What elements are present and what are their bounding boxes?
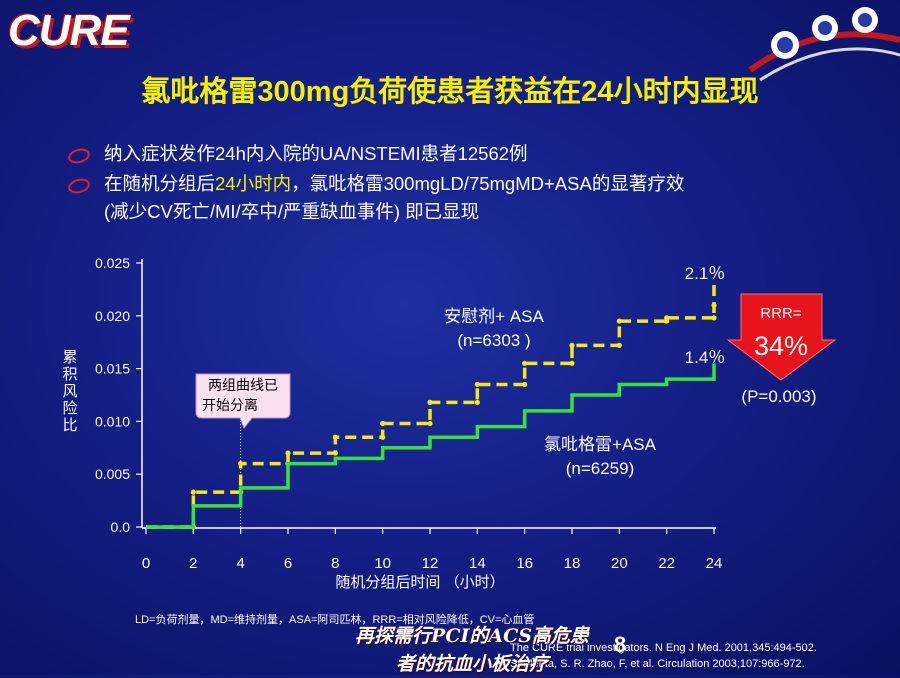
x-tick-label: 10 — [374, 555, 391, 572]
rrr-arrow-icon — [726, 293, 837, 381]
chart-series — [146, 284, 717, 530]
y-tick-label: 0.005 — [95, 466, 130, 482]
x-tick-label: 8 — [331, 555, 339, 572]
annotation-callout — [195, 373, 291, 429]
series-point — [380, 420, 386, 427]
bullet-text-pre: 在随机分组后 — [104, 173, 216, 194]
x-tick-label: 18 — [564, 555, 581, 572]
series-point — [380, 434, 386, 440]
series-line-1 — [146, 363, 716, 529]
bottom-caption-line: 者的抗血小板治疗 — [395, 653, 548, 675]
page-number: 8 — [614, 632, 627, 657]
bullet-text-line2: (减少CV死亡/MI/卒中/严重缺血事件) 即已显现 — [104, 201, 480, 222]
x-axis-label: 随机分组后时间 （小时） — [335, 574, 504, 591]
series-point — [474, 381, 480, 388]
bullet-text-highlight: 24小时内 — [215, 173, 292, 194]
p-value: (P=0.003) — [741, 387, 816, 406]
series-point — [522, 381, 528, 388]
slide-title: 氯吡格雷300mg负荷使患者获益在24小时内显现 — [141, 76, 759, 108]
y-tick-label: 0.020 — [95, 308, 130, 324]
bottom-caption: 再探需行PCI的ACS高危患 者的抗血小板治疗 — [322, 622, 622, 678]
bullet-item: 在随机分组后24小时内，氯吡格雷300mgLD/75mgMD+ASA的显著疗效 … — [66, 170, 866, 226]
cure-logo: CURE — [8, 6, 130, 55]
series-point — [332, 450, 338, 456]
references: The CURE trial investigators. N Eng J Me… — [510, 640, 817, 672]
series-point — [427, 420, 433, 427]
decorative-figures-icon — [748, 7, 900, 82]
series-point — [190, 489, 196, 495]
series-point — [427, 399, 433, 405]
series-point — [238, 461, 244, 467]
y-tick-label: 0.015 — [95, 361, 130, 377]
series-n: (n=6303 ) — [457, 331, 530, 350]
y-tick-label: 0.025 — [95, 255, 130, 271]
series-point — [711, 302, 717, 308]
bullet-list: 纳入症状发作24h内入院的UA/NSTEMI患者12562例 在随机分组后24小… — [66, 140, 866, 228]
series-name: 氯吡格雷+ASA — [544, 435, 657, 454]
end-value-label: 2.1％ — [685, 264, 726, 283]
chart-labels: 安慰剂+ ASA (n=6303 ) 2.1％ 氯吡格雷+ASA (n=6259) 1.4… — [444, 264, 837, 478]
x-tick-label: 22 — [658, 555, 675, 572]
series-line-0 — [146, 284, 716, 529]
end-value-label: 1.4％ — [685, 348, 726, 367]
series-name: 安慰剂+ ASA — [444, 307, 544, 326]
series-point — [474, 399, 480, 405]
bullet-text-post: ，氯吡格雷300mgLD/75mgMD+ASA的显著疗效 — [291, 173, 685, 194]
x-tick-label: 12 — [422, 555, 439, 572]
series-point — [285, 450, 291, 456]
x-tick-label: 16 — [516, 555, 533, 572]
x-tick-label: 0 — [142, 555, 150, 572]
reference-line: The CURE trial investigators. N Eng J Me… — [510, 642, 817, 654]
x-tick-label: 14 — [469, 555, 486, 572]
series-n: (n=6259) — [566, 459, 635, 478]
series-point — [569, 342, 575, 348]
annotation-text: 两组曲线已 — [208, 377, 278, 393]
bullet-item: 纳入症状发作24h内入院的UA/NSTEMI患者12562例 — [66, 140, 866, 168]
series-point — [616, 318, 622, 324]
series-point — [711, 315, 717, 321]
bullet-text: 纳入症状发作24h内入院的UA/NSTEMI患者12562例 — [104, 143, 528, 164]
series-point — [522, 360, 528, 366]
x-tick-label: 24 — [706, 555, 723, 572]
series-point — [569, 360, 575, 366]
y-tick-label: 0.010 — [95, 413, 130, 429]
x-tick-label: 2 — [189, 555, 197, 572]
x-tick-label: 20 — [611, 555, 628, 572]
rrr-label: RRR= — [760, 305, 801, 322]
series-point — [332, 434, 338, 440]
y-axis-label: 累积风险比 — [62, 349, 77, 434]
annotation-text: 开始分离 — [202, 397, 258, 413]
bottom-caption-line: 再探需行PCI的ACS高危患 — [355, 625, 589, 647]
x-tick-label: 4 — [236, 555, 244, 572]
rrr-value: 34% — [754, 331, 808, 361]
series-point — [664, 315, 670, 321]
reference-line: S. Mehta, S. R. Zhao, F, et al. Circulat… — [510, 658, 805, 670]
x-tick-label: 6 — [284, 555, 292, 572]
abbreviation-footnote: LD=负荷剂量，MD=维持剂量，ASA=阿司匹林，RRR=相对风险降低，CV=心… — [135, 614, 535, 626]
y-tick-label: 0.0 — [111, 519, 131, 535]
chart-axes: 0 2 4 6 8 10 12 14 16 18 20 22 240.00.0050.0100.0150… — [62, 255, 722, 591]
series-point — [616, 342, 622, 348]
